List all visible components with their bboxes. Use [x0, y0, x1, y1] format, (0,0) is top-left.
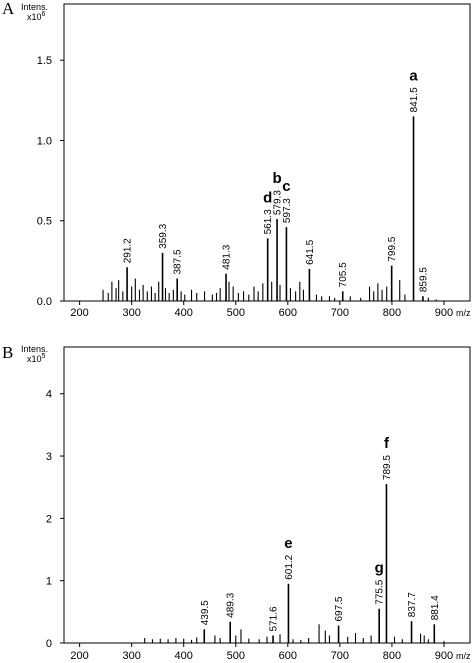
- panel-a-x-tick-label: 400: [175, 307, 193, 319]
- panel-b-peak-label: 775.5: [375, 579, 386, 604]
- panel-b-y-tick-label: 1: [46, 576, 52, 588]
- panel-a-peak-label: 579.3: [273, 190, 284, 215]
- panel-a-x-tick-label: 600: [279, 307, 297, 319]
- panel-a-x-tick-label: 900: [435, 307, 453, 319]
- panel-a-letter: A: [2, 0, 15, 18]
- panel-b-y-tick-label: 3: [46, 451, 52, 463]
- panel-b-annotation-f: f: [384, 435, 390, 452]
- panel-a-annotation-b: b: [272, 170, 281, 187]
- panel-a: A Intens. x106 m/z 0.0 0.5 1.0 1.5 200 300 400…: [2, 0, 471, 319]
- panel-b-y-tick-label: 0: [46, 638, 52, 650]
- panel-b-annotation-g: g: [375, 560, 384, 577]
- panel-a-y-tick-label: 1.0: [37, 135, 52, 147]
- panel-a-peak-label: 481.3: [222, 244, 233, 269]
- panel-a-peak-label: 597.3: [282, 198, 293, 223]
- panel-a-x-tick-label: 500: [227, 307, 245, 319]
- panel-b-y-axis-label: Intens.: [21, 344, 48, 354]
- panel-b-y-unit: x105: [27, 353, 46, 364]
- panel-a-peak-label: 387.5: [173, 249, 184, 274]
- panel-b-x-axis-label: m/z: [456, 651, 471, 661]
- panel-a-y-unit: x106: [27, 11, 46, 22]
- panel-a-peak-label: 859.5: [418, 267, 429, 292]
- panel-b-peak-label: 837.7: [407, 592, 418, 617]
- panel-a-peak-label: 705.5: [338, 262, 349, 287]
- panel-a-y-unit-exp: 6: [42, 11, 46, 18]
- panel-b-letter: B: [2, 343, 13, 362]
- panel-b: B Intens. x105 m/z 0 1 2 3 4 200 300 400 500 600 7…: [2, 343, 471, 662]
- panel-b-peak-label: 489.3: [226, 592, 237, 617]
- panel-b-x-tick-label: 700: [331, 650, 349, 662]
- panel-a-peak-label: 359.3: [158, 223, 169, 248]
- panel-a-x-axis-label: m/z: [456, 308, 471, 318]
- panel-b-y-tick-label: 2: [46, 513, 52, 525]
- panel-a-annotation-d: d: [263, 189, 272, 206]
- panel-a-x-tick-label: 300: [122, 307, 140, 319]
- panel-b-annotation-e: e: [284, 535, 292, 552]
- panel-b-peak-label: 881.4: [430, 595, 441, 620]
- panel-b-peak-label: 601.2: [284, 554, 295, 579]
- panel-a-y-tick-label: 0.5: [37, 216, 52, 228]
- panel-a-x-tick-label: 700: [331, 307, 349, 319]
- panel-a-y-tick-label: 1.5: [37, 55, 52, 67]
- panel-b-y-unit-base: x10: [27, 354, 42, 364]
- panel-b-x-tick-label: 900: [435, 650, 453, 662]
- panel-a-x-tick-label: 800: [383, 307, 401, 319]
- panel-a-y-unit-base: x10: [27, 12, 42, 22]
- panel-a-peak-label: 291.2: [123, 238, 134, 263]
- panel-b-peak-label: 439.5: [200, 600, 211, 625]
- panel-b-x-tick-label: 500: [227, 650, 245, 662]
- panel-b-x-tick-label: 400: [175, 650, 193, 662]
- panel-b-peak-label: 571.6: [269, 606, 280, 631]
- panel-b-x-tick-label: 300: [122, 650, 140, 662]
- panel-b-x-tick-label: 800: [383, 650, 401, 662]
- panel-a-annotation-c: c: [282, 178, 290, 195]
- panel-b-y-tick-label: 4: [46, 389, 52, 401]
- panel-b-y-unit-exp: 5: [42, 353, 46, 360]
- panel-a-peak-label: 799.5: [387, 236, 398, 261]
- panel-a-y-axis-label: Intens.: [21, 2, 48, 12]
- panel-b-x-tick-label: 600: [279, 650, 297, 662]
- panel-a-annotation-a: a: [409, 67, 418, 84]
- panel-a-peak-label: 841.5: [409, 87, 420, 112]
- panel-b-peak-label: 789.5: [382, 455, 393, 480]
- panel-a-peak-label: 561.3: [263, 209, 274, 234]
- panel-b-peak-label: 697.5: [334, 596, 345, 621]
- panel-b-x-tick-label: 200: [70, 650, 88, 662]
- panel-a-peak-label: 641.5: [305, 239, 316, 264]
- panel-a-y-tick-label: 0.0: [37, 296, 52, 308]
- panel-a-x-tick-label: 200: [70, 307, 88, 319]
